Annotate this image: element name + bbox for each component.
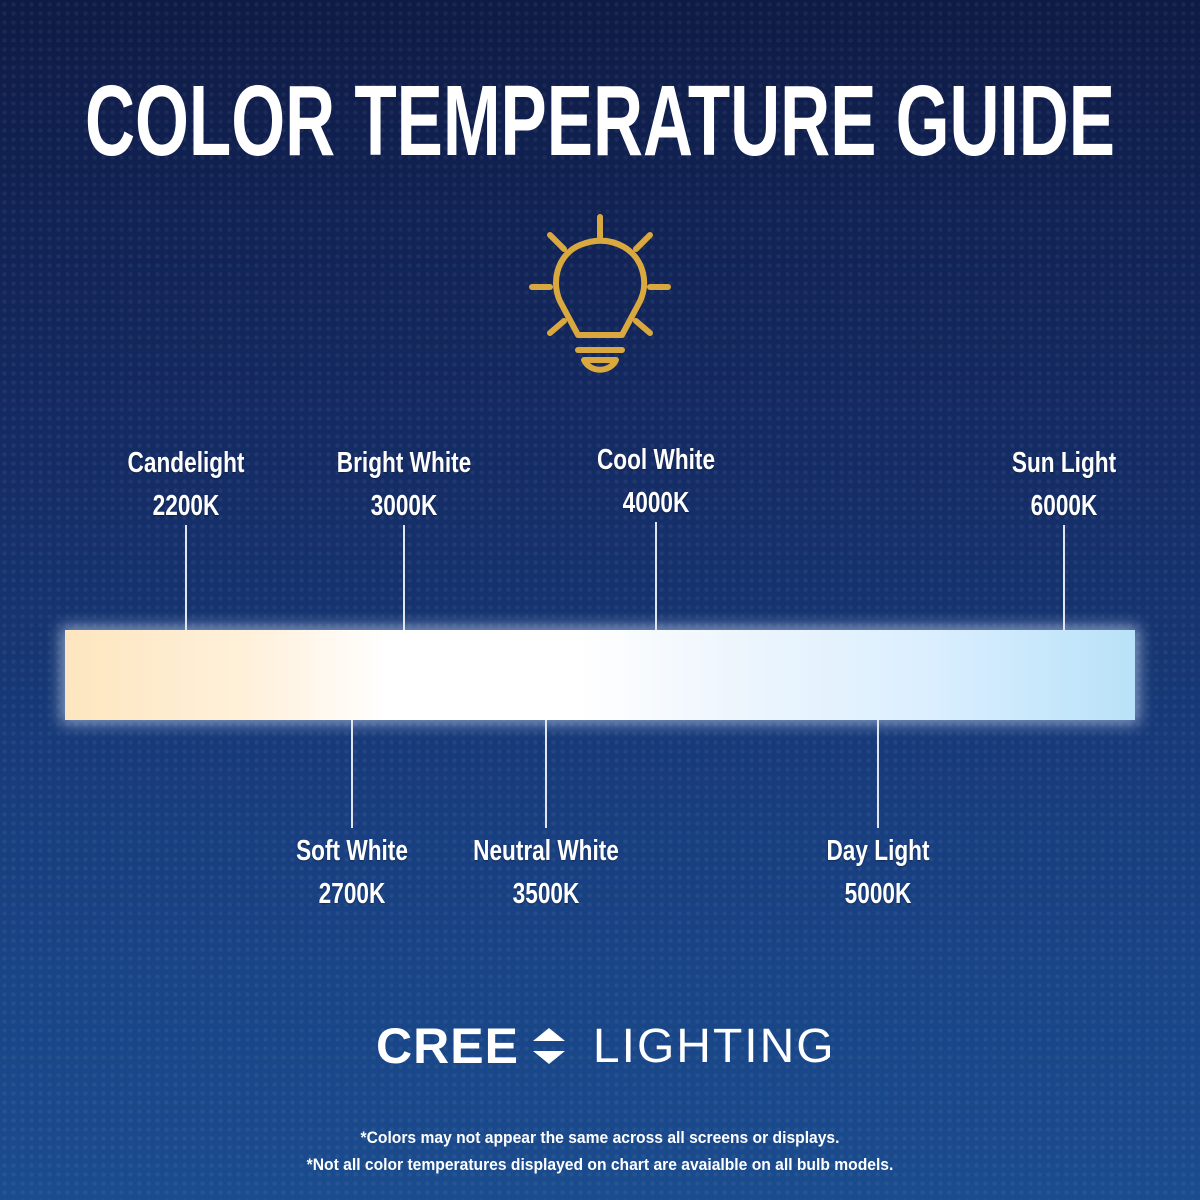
- tick-candelight: [185, 525, 187, 630]
- svg-text:COLOR TEMPERATURE GUIDE: COLOR TEMPERATURE GUIDE: [85, 65, 1115, 170]
- cree-lighting-logo: CREE LIGHTING: [376, 1016, 836, 1076]
- tick-bright-white: [403, 525, 405, 630]
- lightbulb-icon: [529, 214, 671, 373]
- tick-soft-white: [351, 720, 353, 828]
- note-colors: *Colors may not appear the same across a…: [360, 1128, 840, 1147]
- page-title: COLOR TEMPERATURE GUIDE: [85, 65, 1115, 170]
- tick-sun-light: [1063, 525, 1065, 630]
- tick-neutral-white: [545, 720, 547, 828]
- note-availability: *Not all color temperatures displayed on…: [306, 1155, 894, 1174]
- logo-product: LIGHTING: [592, 1019, 836, 1073]
- logo-chevrons-icon: [532, 1028, 565, 1064]
- logo-brand: CREE: [376, 1018, 519, 1074]
- label-sun-light: Sun Light 6000K: [1011, 447, 1117, 522]
- disclaimer-notes: *Colors may not appear the same across a…: [48, 1124, 1152, 1178]
- label-candelight: Candelight 2200K: [127, 447, 245, 522]
- tick-day-light: [877, 720, 879, 828]
- label-cool-white: Cool White 4000K: [596, 444, 716, 519]
- label-bright-white: Bright White 3000K: [336, 447, 472, 522]
- tick-cool-white: [655, 522, 657, 630]
- label-soft-white: Soft White 2700K: [296, 835, 408, 910]
- color-temperature-bar: [65, 630, 1135, 720]
- label-day-light: Day Light 5000K: [826, 835, 930, 910]
- label-neutral-white: Neutral White 3500K: [473, 835, 619, 910]
